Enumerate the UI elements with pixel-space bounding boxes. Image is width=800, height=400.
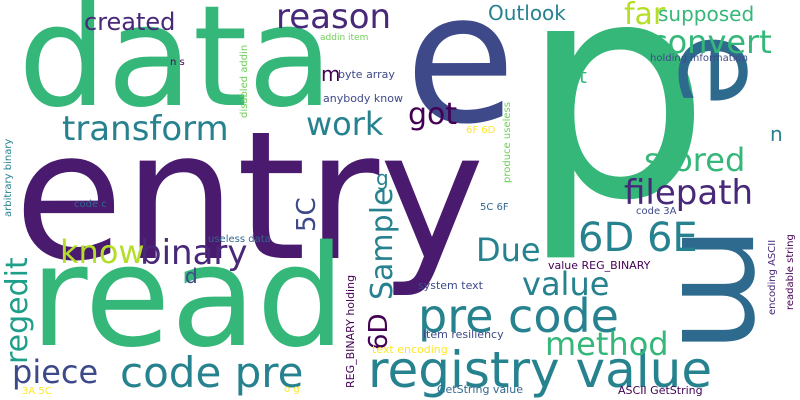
word: created (84, 8, 176, 36)
word: far (624, 0, 666, 32)
word: n (770, 122, 783, 146)
word: ASCII GetString (618, 384, 703, 397)
word: regedit (0, 257, 35, 364)
word: 5C 6F (480, 202, 509, 213)
word: p (520, 0, 711, 266)
word: system text (418, 279, 483, 292)
word: 6D 6E (578, 215, 698, 261)
word: addin item (320, 33, 369, 43)
word: read (30, 216, 346, 379)
word: REG_BINARY holding (344, 274, 357, 388)
word: useless data (208, 234, 271, 245)
word: code c (74, 199, 107, 210)
word: work (306, 105, 384, 143)
word: n s (170, 57, 185, 68)
word: byte array (338, 68, 395, 81)
word: value (522, 265, 610, 303)
word: readable string (785, 234, 796, 310)
word: supposed (658, 2, 755, 26)
word: transform (62, 109, 229, 149)
word: reason (276, 0, 392, 37)
word: convert (650, 23, 772, 61)
word: e (405, 0, 516, 164)
word: filepath (624, 173, 754, 213)
word: data (18, 0, 334, 139)
word: m (321, 62, 341, 86)
word: registry value (368, 341, 713, 399)
word: g (376, 166, 389, 190)
word: binary (140, 233, 248, 273)
word: got (408, 97, 458, 132)
word: 3A 5C (22, 386, 52, 397)
word: code 3A (636, 206, 677, 217)
word: code pre (120, 348, 304, 397)
word: Due (476, 231, 541, 269)
word: d (185, 264, 198, 288)
word: holding information (650, 53, 748, 64)
word: text encoding (372, 343, 448, 356)
word: produce useless (502, 102, 513, 183)
word: Outlook (488, 1, 566, 25)
word: value REG_BINARY (548, 259, 651, 272)
word: disabled addin (239, 44, 250, 118)
word: pre code (418, 289, 619, 343)
word: arbitrary binary (3, 138, 14, 217)
word: method (545, 325, 669, 363)
word: piece (12, 353, 99, 391)
word: Sample (365, 187, 400, 301)
word: 5C (292, 197, 322, 232)
word: t (579, 64, 587, 88)
word: 6F 6D (466, 125, 496, 136)
word: stored (644, 141, 746, 179)
word: item resiliency (423, 328, 504, 341)
word: encoding ASCII (767, 239, 778, 315)
word: GetString value (437, 383, 523, 396)
word: entry (14, 93, 485, 300)
word: o g (284, 384, 300, 395)
word: know (60, 233, 145, 271)
word: anybody know (323, 92, 403, 105)
